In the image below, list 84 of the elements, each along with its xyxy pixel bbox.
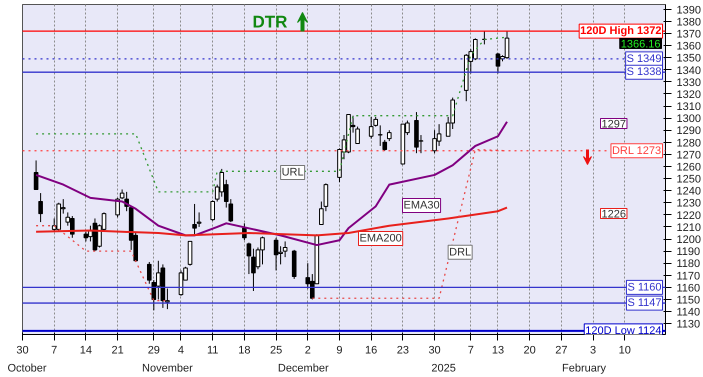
x2-tick-label: February [562,362,606,374]
x-tick-label: 20 [524,344,536,356]
x-tick-label: 25 [270,344,282,356]
candlestick [368,116,374,140]
x-tick-label: 3 [590,344,596,356]
y-tick-label: 1250 [676,174,701,186]
x-tick-label: 9 [336,344,343,356]
x2-tick-label: October [7,362,47,374]
x-tick-label: 29 [148,344,160,356]
y-tick-label: 1370 [676,28,701,41]
annotation: 1297 [602,118,626,130]
ref-line-label: S 1338 [626,66,662,78]
candlestick [210,200,215,222]
ref-line-label: S 1160 [627,281,662,294]
x-tick-label: 21 [111,344,124,356]
y-tick-label: 1260 [676,161,701,174]
y-tick-label: 1200 [676,234,701,246]
candlestick [382,139,388,152]
y-tick-label: 1310 [676,101,701,114]
x2-tick-label: 2025 [431,362,456,374]
y-tick-label: 1190 [676,246,700,258]
candlestick [192,203,197,236]
x-tick-label: 16 [365,344,378,356]
candlestick [324,182,328,212]
y-tick-label: 1340 [676,64,701,77]
ref-line-label: DRL 1273 [612,144,662,157]
y-tick-label: 1130 [676,318,700,331]
annotation: DRL [449,246,472,258]
annotation: 1226 [602,208,626,220]
x-tick-label: 27 [555,344,568,356]
x-tick-label: 14 [80,344,92,356]
y-tick-label: 1270 [676,149,701,162]
candlestick [38,192,43,223]
annotation: URL [282,166,304,179]
x-tick-label: 18 [238,344,251,356]
candlestick [196,212,202,228]
candlestick [188,240,192,266]
text: DTR [252,12,288,32]
x-tick-label: 13 [492,344,504,356]
y-tick-label: 1320 [676,88,701,101]
y-tick-label: 1210 [676,222,701,234]
x-tick-label: 2 [304,344,311,356]
y-tick-label: 1360 [676,40,701,53]
candlestick [355,126,360,144]
x-tick-label: 4 [178,344,184,356]
ref-line-label: 120D Low 1124 [585,324,662,337]
annotation: 1366.16 [620,38,661,50]
ref-line-label: S 1349 [626,52,662,65]
y-tick-label: 1180 [676,258,700,270]
x-tick-label: 23 [396,344,409,356]
x2-tick-label: December [278,362,329,374]
y-tick-label: 1300 [676,113,701,126]
candlestick [84,231,88,242]
x-tick-label: 7 [51,344,58,356]
annotation: EMA200 [360,232,402,244]
x2-tick-label: November [142,362,194,374]
candlestick [34,160,38,190]
x-tick-label: 30 [16,344,29,356]
x-tick-label: 30 [428,344,441,356]
y-tick-label: 1140 [676,306,700,319]
ref-line-label: S 1147 [627,297,662,310]
x-tick-label: 10 [618,344,631,356]
y-tick-label: 1240 [676,186,701,198]
line-series [35,120,508,246]
y-tick-label: 1170 [676,270,700,282]
y-tick-label: 1350 [676,52,701,65]
y-tick-label: 1280 [676,137,701,150]
y-tick-label: 1220 [676,210,701,222]
y-tick-label: 1160 [676,282,700,294]
y-tick-label: 1150 [676,294,700,306]
candlestick [373,116,378,128]
ref-line-label: 120D High 1372 [580,25,662,38]
candlestick [282,240,288,258]
annotation: EMA30 [404,200,440,212]
x-tick-label: 11 [206,344,218,356]
y-tick-label: 1390 [676,4,701,16]
y-tick-label: 1330 [676,76,701,89]
candlestick [378,124,383,146]
y-tick-label: 1290 [676,125,701,138]
candlestick [386,130,392,142]
x-tick-label: 7 [468,344,474,356]
y-tick-label: 1380 [676,16,701,28]
candlestick [246,242,252,275]
y-tick-label: 1230 [676,198,701,210]
